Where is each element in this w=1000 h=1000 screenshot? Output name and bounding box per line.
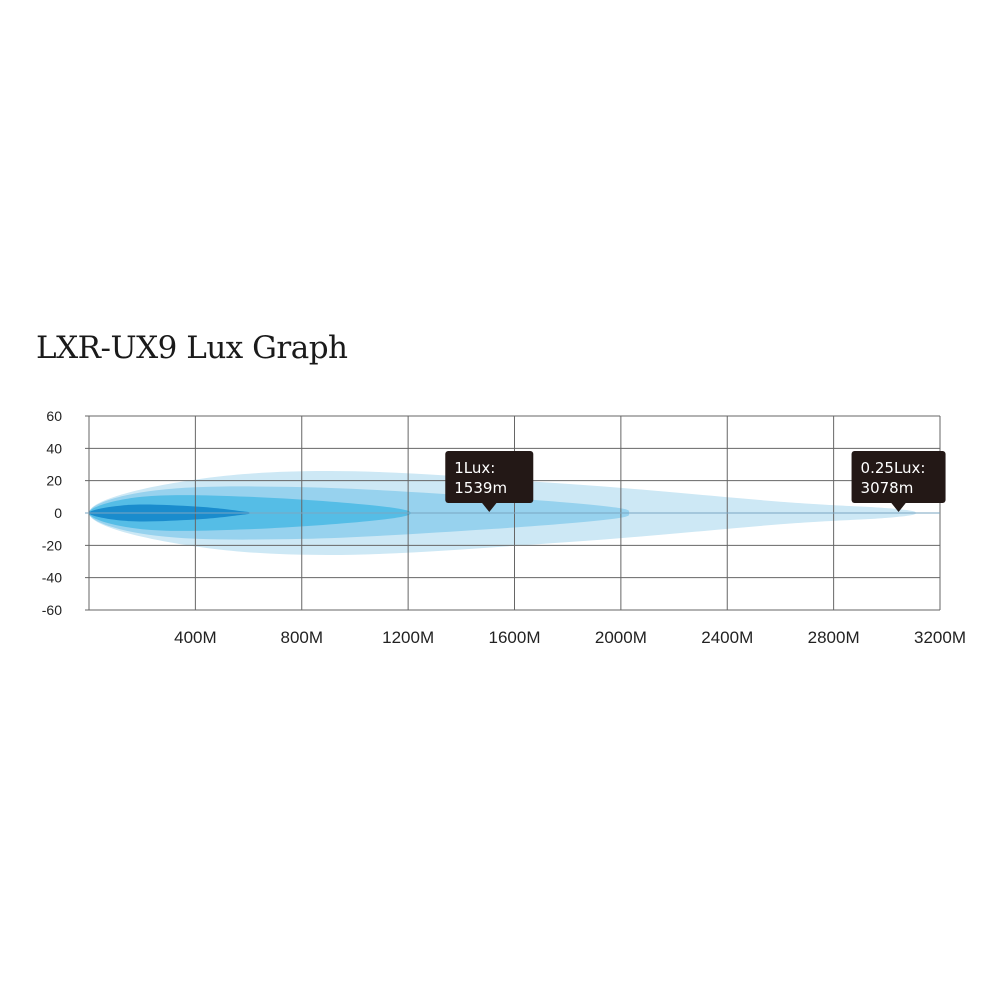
x-tick-label: 3200M <box>914 628 966 647</box>
x-tick-label: 2000M <box>595 628 647 647</box>
callout-layer: 1Lux: 1539m 0.25Lux: 3078m <box>445 451 946 512</box>
x-tick-labels: 400M 800M 1200M 1600M 2000M 2400M 2800M 3200M <box>174 628 966 647</box>
callout-value: 3078m <box>861 479 914 497</box>
callout-value: 1539m <box>454 479 507 497</box>
y-tick-label: 0 <box>54 505 62 521</box>
y-tick-label: -40 <box>42 570 62 586</box>
y-tick-labels: 60 40 20 0 -20 -40 -60 <box>42 408 62 618</box>
grid-layer <box>85 415 941 611</box>
y-tick-label: 60 <box>46 408 62 424</box>
callout-pointer <box>481 502 498 512</box>
x-tick-label: 1200M <box>382 628 434 647</box>
y-tick-label: 40 <box>46 440 62 456</box>
chart-title: LXR-UX9 Lux Graph <box>36 330 348 366</box>
callout-1: 1Lux: 1539m <box>445 451 534 512</box>
x-tick-label: 2800M <box>808 628 860 647</box>
x-tick-label: 800M <box>280 628 323 647</box>
x-tick-label: 2400M <box>701 628 753 647</box>
x-tick-label: 1600M <box>489 628 541 647</box>
callout-box <box>445 451 534 503</box>
callout-label: 1Lux: <box>454 459 495 477</box>
callout-label: 0.25Lux: <box>861 459 926 477</box>
y-tick-label: 20 <box>46 473 62 489</box>
y-tick-label: -20 <box>42 537 62 553</box>
callout-box <box>851 451 946 503</box>
callout-pointer <box>890 502 907 512</box>
y-tick-label: -60 <box>42 602 62 618</box>
x-tick-label: 400M <box>174 628 217 647</box>
callout-2: 0.25Lux: 3078m <box>851 451 946 512</box>
